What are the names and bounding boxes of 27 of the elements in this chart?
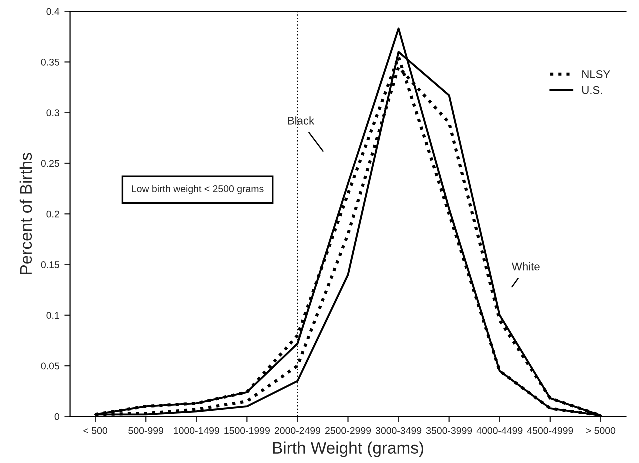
x-tick-label: < 500 [84,427,108,434]
x-tick-label: 500-999 [128,427,164,434]
x-axis-title: Birth Weight (grams) [273,442,424,458]
x-tick-label: 4000-4499 [476,427,523,434]
y-axis-title: Percent of Births [20,153,32,274]
y-tick-label: 0.25 [41,160,60,168]
y-tick-label: 0.1 [46,312,60,320]
y-tick-label: 0.4 [46,8,60,16]
x-tick-label: 1000-1499 [174,427,220,434]
annotation: Low birth weight < 2500 grams [132,185,264,194]
y-tick-label: 0.3 [46,110,60,116]
x-tick-label: 2000-2499 [274,427,321,434]
x-tick-label: 3000-3499 [376,427,422,434]
annotation: Black [288,116,315,125]
y-tick-label: 0.05 [41,362,60,370]
x-tick-label: 4500-4999 [527,427,574,434]
y-tick-label: 0.35 [41,58,60,66]
x-tick-label: 3500-3999 [426,427,472,434]
legend-label: U.S. [582,86,602,94]
y-tick-label: 0.2 [46,210,60,218]
y-tick-label: 0 [54,413,60,420]
x-tick-label: 1500-1999 [224,427,270,434]
x-tick-label: > 5000 [586,427,616,434]
legend-label: NLSY [582,70,610,78]
y-tick-label: 0.15 [41,262,60,268]
annotation: White [512,262,540,271]
x-tick-label: 2500-2999 [326,427,372,434]
